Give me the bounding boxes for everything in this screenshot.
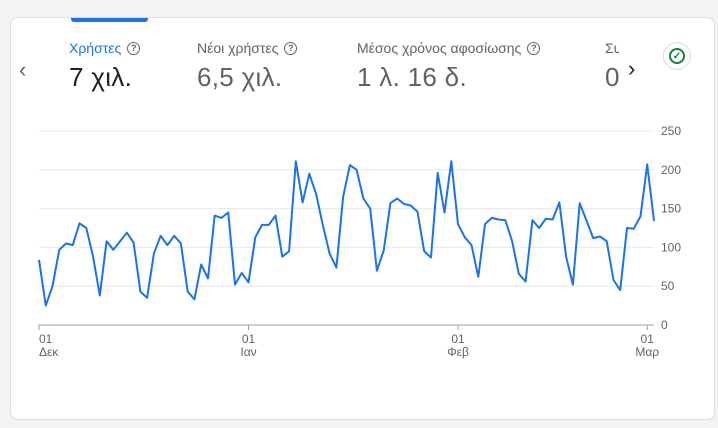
x-tick-month: Ιαν [240,345,256,359]
chevron-left-icon[interactable]: ‹ [19,57,27,82]
metric-tab-avg-engagement-time[interactable]: Μέσος χρόνος αφοσίωσης ? 1 λ. 16 δ. [357,40,541,93]
metric-tab-users[interactable]: Χρήστες ? 7 χιλ. [69,40,141,93]
metric-label: Συ [605,40,619,56]
y-tick-label: 100 [661,240,681,254]
help-icon[interactable]: ? [284,41,298,55]
active-tab-indicator [71,18,148,22]
chevron-right-icon[interactable]: › [628,56,636,81]
y-tick-label: 150 [661,202,681,216]
metric-value: 0 [605,62,619,92]
metric-value: 1 λ. 16 δ. [357,62,467,92]
x-tick-day: 01 [451,332,465,346]
y-tick-label: 0 [661,318,668,332]
help-icon[interactable]: ? [527,41,541,55]
x-tick-day: 01 [242,332,256,346]
metric-value: 7 χιλ. [69,62,133,92]
metric-tab-partial[interactable]: Συ 0 [605,40,619,93]
series-line-users [38,160,655,307]
x-tick-month: Φεβ [447,345,469,359]
y-tick-label: 50 [661,279,675,293]
x-tick-month: Μαρ [635,345,659,359]
metrics-card: ‹ Χρήστες ? 7 χιλ. Νέοι χρήστες ? 6,5 χι… [10,17,715,420]
metric-label: Μέσος χρόνος αφοσίωσης [357,40,522,56]
y-tick-label: 250 [661,124,681,138]
x-tick-day: 01 [39,332,53,346]
check-circle-icon[interactable]: ✓ [664,43,690,69]
metric-tab-new-users[interactable]: Νέοι χρήστες ? 6,5 χιλ. [197,40,298,93]
help-icon[interactable]: ? [127,41,141,55]
y-tick-label: 200 [661,163,681,177]
x-tick-day: 01 [641,332,655,346]
metric-label: Χρήστες [69,40,122,56]
x-tick-month: Δεκ [39,345,59,359]
metric-label: Νέοι χρήστες [197,40,279,56]
metric-value: 6,5 χιλ. [197,62,283,92]
